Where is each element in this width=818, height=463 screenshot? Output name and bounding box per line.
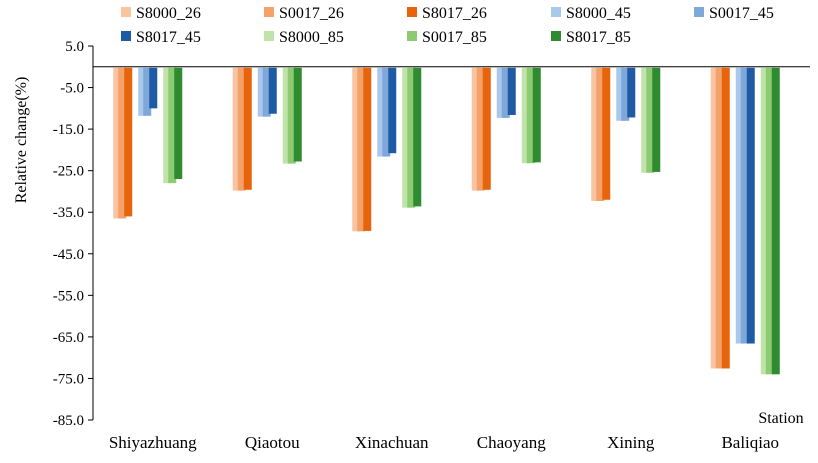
bar: [482, 67, 491, 190]
bar: [163, 67, 172, 184]
bar: [168, 67, 177, 184]
legend-swatch: [407, 31, 417, 41]
bar: [257, 67, 266, 117]
y-tick-label: -25.0: [53, 164, 84, 180]
x-category-label: Shiyazhuang: [109, 433, 197, 452]
bar: [118, 67, 127, 219]
y-tick-label: -35.0: [53, 205, 84, 221]
bar: [507, 67, 516, 115]
bar: [641, 67, 650, 173]
bar: [771, 67, 780, 375]
y-tick-label: -65.0: [53, 330, 84, 346]
bar: [740, 67, 749, 344]
legend-label: S8017_26: [422, 5, 487, 22]
bar: [352, 67, 361, 232]
bar: [721, 67, 730, 369]
bar: [621, 67, 630, 121]
bar: [710, 67, 719, 369]
axes: 5.0 -5.0 -15.0 -25.0 -35.0 -45.0 -55.0 -65.0 -75…: [53, 39, 810, 452]
bar: [138, 67, 147, 116]
bar: [413, 67, 422, 207]
bar: [652, 67, 661, 172]
bar: [282, 67, 291, 164]
bar: [602, 67, 611, 200]
bar: [268, 67, 277, 114]
y-tick-label: 5.0: [65, 39, 84, 55]
legend-swatch: [121, 31, 131, 41]
y-tick-label: -75.0: [53, 371, 84, 387]
bar: [377, 67, 386, 157]
bar: [521, 67, 530, 164]
y-tick-label: -15.0: [53, 122, 84, 138]
bar: [232, 67, 241, 191]
bar: [496, 67, 505, 118]
legend-label: S8017_45: [136, 29, 201, 46]
bar: [388, 67, 397, 154]
legend-swatch: [551, 7, 561, 17]
legend: S8000_26 S0017_26 S8017_26 S8000_45 S0017_45…: [121, 5, 774, 46]
bar: [382, 67, 391, 157]
bar: [363, 67, 372, 231]
bar: [532, 67, 541, 163]
bar: [765, 67, 774, 375]
bar: [357, 67, 366, 232]
legend-label: S8000_26: [136, 5, 201, 22]
legend-label: S8017_85: [566, 29, 631, 46]
legend-label: S0017_45: [709, 5, 774, 22]
legend-label: S0017_26: [279, 5, 344, 22]
bar: [760, 67, 769, 375]
bar: [293, 67, 302, 162]
legend-swatch: [264, 7, 274, 17]
y-tick-label: -55.0: [53, 288, 84, 304]
bar: [735, 67, 744, 344]
bar: [646, 67, 655, 173]
y-tick-label: -45.0: [53, 247, 84, 263]
legend-swatch: [694, 7, 704, 17]
bar: [501, 67, 510, 118]
bar: [143, 67, 152, 116]
bar: [715, 67, 724, 369]
bar: [149, 67, 158, 109]
bar: [476, 67, 485, 191]
legend-label: S0017_85: [422, 29, 487, 46]
bar: [243, 67, 252, 190]
bar: [591, 67, 600, 202]
bar: [596, 67, 605, 202]
legend-swatch: [121, 7, 131, 17]
bar: [407, 67, 416, 208]
y-axis-title: Relative change(%): [13, 77, 30, 204]
bar: [471, 67, 480, 191]
x-category-label: Qiaotou: [245, 433, 300, 452]
bar: [113, 67, 122, 219]
legend-label: S8000_85: [279, 29, 344, 46]
x-axis-title: Station: [758, 410, 803, 427]
bars: [113, 67, 780, 375]
bar: [174, 67, 183, 179]
x-category-label: Xining: [607, 433, 655, 452]
bar: [616, 67, 625, 121]
y-tick-label: -85.0: [53, 413, 84, 429]
legend-swatch: [264, 31, 274, 41]
bar: [124, 67, 133, 217]
bar: [627, 67, 636, 118]
bar: [746, 67, 755, 344]
legend-swatch: [407, 7, 417, 17]
x-category-label: Xinachuan: [355, 433, 429, 452]
bar: [287, 67, 296, 164]
legend-label: S8000_45: [566, 5, 631, 22]
x-category-label: Chaoyang: [477, 433, 546, 452]
bar: [526, 67, 535, 164]
bar: [237, 67, 246, 191]
x-category-label: Baliqiao: [721, 433, 779, 452]
bar: [402, 67, 411, 208]
legend-swatch: [551, 31, 561, 41]
bar: [262, 67, 271, 117]
y-tick-label: -5.0: [60, 81, 84, 97]
